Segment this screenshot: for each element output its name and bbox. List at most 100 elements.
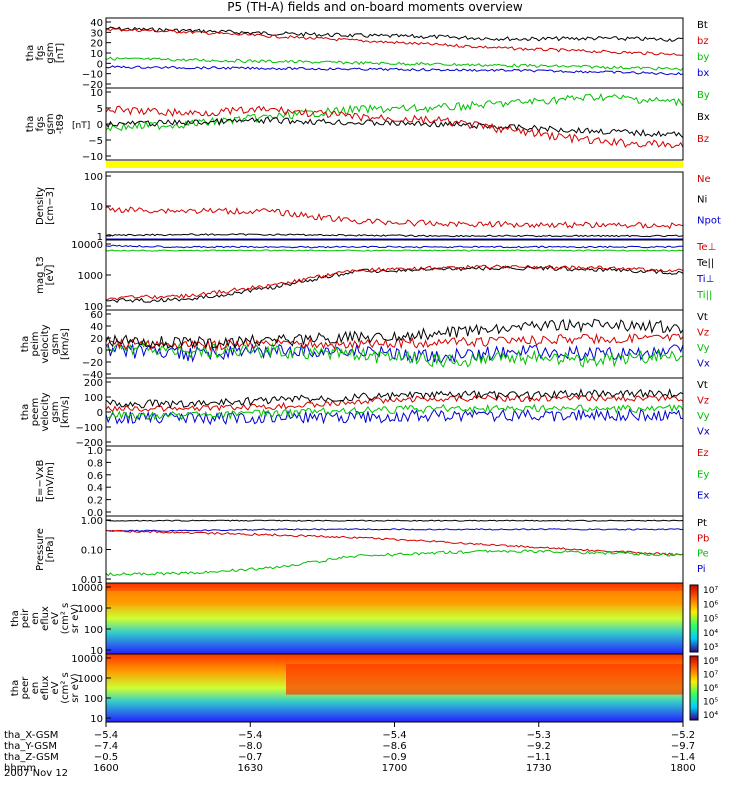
y-axis-label: thapeerenefluxeV(cm² ssr eV) [10, 672, 81, 704]
y-tick-label: 30 [90, 28, 103, 39]
y-axis-label-line: peim [30, 331, 41, 356]
legend-entry: bx [697, 68, 709, 79]
legend-entry: Bz [697, 134, 709, 145]
y-tick-label: 100 [84, 694, 103, 705]
x-axis-value: −1.1 [527, 752, 551, 763]
y-axis-label: E=−VxB[mV/m] [35, 460, 56, 503]
y-tick-label: 1000 [78, 604, 103, 615]
series-line [105, 105, 684, 149]
y-axis-label-line: eflux [40, 606, 51, 631]
colorbar-label: 10⁸ [703, 657, 718, 667]
legend-entry: Pi [697, 564, 706, 575]
y-axis-label-line: velocity [40, 324, 51, 363]
colorbar-label: 10⁵ [703, 615, 718, 625]
y-axis-label-line: peir [20, 608, 31, 628]
y-axis-label-line: Density [35, 187, 46, 225]
series-line [105, 528, 684, 532]
x-axis-value: −7.4 [94, 741, 118, 752]
x-axis-value: −5.4 [94, 730, 118, 741]
y-axis-label-line: en [30, 612, 41, 625]
y-tick-label: 1.00 [81, 516, 103, 527]
y-axis-label-line: gsm [45, 42, 56, 63]
y-axis-label-line: gsm [50, 401, 61, 422]
y-tick-label: −10 [82, 152, 103, 163]
series-line [105, 206, 684, 230]
x-axis-value: −5.3 [527, 730, 551, 741]
legend-entry: Bt [697, 20, 708, 31]
legend-entry: Ni [697, 195, 707, 206]
legend-entry: Pe [697, 549, 709, 560]
x-axis-value: 1700 [382, 763, 407, 774]
panel-frame [105, 171, 684, 241]
y-axis-label-line: sr eV) [70, 604, 81, 633]
y-axis-label-line: peem [30, 398, 41, 426]
legend-entry: bz [697, 36, 709, 47]
y-tick-label: −20 [82, 358, 103, 369]
series-line [105, 394, 684, 412]
y-tick-label: 0.8 [87, 458, 103, 469]
panel: 100 10 1 Density[cm−3] Ne Ni Npot [35, 171, 721, 243]
x-axis-row-label: tha_Y-GSM [4, 741, 57, 752]
series-line [105, 388, 684, 409]
series-line [105, 56, 684, 72]
colorbar-label: 10⁶ [703, 684, 718, 694]
y-axis-label-line: [nPa] [45, 536, 56, 562]
y-axis-label-line: tha [20, 336, 31, 352]
series-line [105, 117, 684, 139]
y-axis-label-line: fgs [35, 116, 46, 131]
series-line [105, 519, 684, 522]
y-axis-label-line: -t89 [55, 114, 66, 134]
x-axis-value: −0.5 [94, 752, 118, 763]
x-axis-value: 1800 [670, 763, 695, 774]
y-tick-label: 200 [84, 378, 103, 389]
y-axis-label: thapeirenefluxeV(cm² ssr eV) [10, 603, 81, 635]
y-tick-label: 0.0 [87, 508, 103, 519]
y-axis-label-line: sr eV) [70, 673, 81, 702]
y-axis-label-line: gsm [50, 333, 61, 354]
legend-entry: Ti|| [696, 290, 712, 301]
legend-entry: Te⊥ [696, 242, 716, 253]
panel: 10000 1000 100 mag_t3[eV] Te⊥ Te|| Ti⊥ Ti|| [35, 239, 716, 313]
y-tick-label: 10 [90, 88, 103, 99]
series-line [105, 265, 684, 303]
series-line [105, 408, 684, 426]
legend-entry: Bx [697, 112, 710, 123]
y-axis-label-line: [km/s] [60, 396, 71, 428]
y-tick-label: −200 [76, 438, 103, 449]
legend-entry: Vx [697, 427, 710, 438]
x-axis-value: −0.9 [382, 752, 406, 763]
panel: 10 5 0 −5 −10 thafgsgsm-t89 [nT] By Bx Bz [25, 87, 710, 163]
y-axis-label-line: eV [50, 612, 61, 625]
colorbar-label: 10⁴ [703, 629, 718, 639]
panel-frame [105, 445, 684, 517]
y-tick-label: 0.01 [81, 575, 103, 586]
y-tick-label: 0.4 [87, 483, 103, 494]
y-axis-label-line: [km/s] [60, 328, 71, 360]
y-tick-label: −100 [76, 423, 103, 434]
y-axis-label-line: en [30, 682, 41, 695]
panel: 200 100 0 −100 −200 thapeemvelocitygsm[km/s] V… [20, 377, 710, 449]
series-line [105, 249, 684, 252]
legend-entry: Ti⊥ [696, 274, 714, 285]
legend-entry: Ez [697, 448, 709, 459]
x-axis-value: −9.2 [527, 741, 551, 752]
y-tick-label: 10000 [71, 240, 103, 251]
series-line [105, 26, 684, 42]
series-line [105, 233, 684, 238]
y-tick-label: −20 [82, 80, 103, 91]
y-axis-label-line: tha [25, 116, 36, 132]
legend-entry: Npot [697, 215, 721, 226]
y-tick-label: 60 [90, 310, 103, 321]
y-tick-label: 1000 [78, 674, 103, 685]
y-axis-label-line: gsm [45, 113, 56, 134]
series-line [105, 332, 684, 352]
colorbar [689, 584, 699, 653]
colorbar [689, 655, 699, 721]
legend-entry: by [697, 52, 709, 63]
x-axis-value: −5.4 [382, 730, 406, 741]
y-axis-label-line: [nT] [55, 43, 66, 63]
y-tick-label: 0.2 [87, 496, 103, 507]
series-line [105, 403, 684, 421]
